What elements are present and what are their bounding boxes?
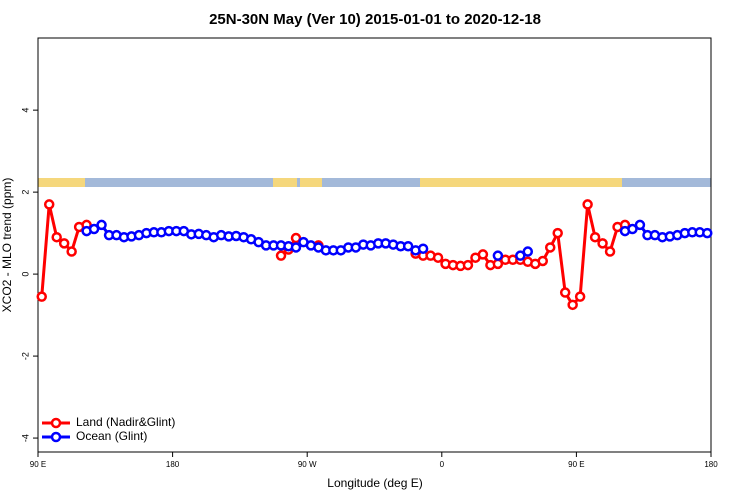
data-point xyxy=(43,199,55,210)
data-point xyxy=(515,250,526,261)
x-tick-label: 0 xyxy=(440,460,445,469)
data-point xyxy=(88,223,100,235)
legend-label: Ocean (Glint) xyxy=(76,429,147,443)
data-point xyxy=(522,246,534,257)
land-strip xyxy=(420,178,622,187)
data-point xyxy=(66,246,77,257)
x-axis-label: Longitude (deg E) xyxy=(327,476,422,490)
data-point xyxy=(51,231,62,243)
y-tick-label: -2 xyxy=(20,352,30,360)
series-line xyxy=(40,204,88,297)
data-point xyxy=(477,249,489,260)
data-point xyxy=(537,255,548,267)
data-point xyxy=(634,219,646,231)
data-point xyxy=(492,250,504,261)
legend-marker xyxy=(50,417,62,429)
data-point xyxy=(589,231,601,243)
plot-frame xyxy=(37,37,712,453)
data-point xyxy=(96,219,107,231)
data-point xyxy=(275,250,287,261)
data-point xyxy=(544,242,556,253)
data-point xyxy=(402,240,414,252)
legend-label: Land (Nadir&Glint) xyxy=(76,415,175,429)
y-tick-label: 4 xyxy=(20,108,30,113)
y-tick-label: 0 xyxy=(20,272,30,277)
data-point xyxy=(559,287,571,298)
y-tick-label: -4 xyxy=(20,434,30,442)
land-strip xyxy=(38,178,85,187)
land-strip xyxy=(300,178,322,187)
chart-title: 25N-30N May (Ver 10) 2015-01-01 to 2020-… xyxy=(209,11,541,28)
data-point xyxy=(552,227,563,239)
data-point xyxy=(604,246,616,257)
data-point xyxy=(290,232,302,244)
x-tick-label: 90 E xyxy=(568,460,584,469)
data-point xyxy=(417,243,429,254)
data-point xyxy=(36,291,47,302)
data-point xyxy=(574,291,586,302)
x-tick-label: 90 E xyxy=(30,460,46,469)
y-tick-label: 2 xyxy=(20,190,30,195)
data-point xyxy=(627,223,638,235)
data-point xyxy=(462,259,474,271)
ocean-strip xyxy=(38,178,711,187)
x-tick-label: 90 W xyxy=(298,460,317,469)
data-point xyxy=(582,199,593,210)
data-point xyxy=(432,252,444,263)
x-tick-label: 180 xyxy=(166,460,180,469)
data-point xyxy=(58,238,70,249)
land-strip xyxy=(273,178,297,187)
legend-marker xyxy=(50,431,62,443)
data-point xyxy=(567,299,578,311)
land-ocean-strip xyxy=(38,178,711,187)
data-point xyxy=(290,242,302,253)
y-axis-label: XCO2 - MLO trend (ppm) xyxy=(0,178,14,313)
x-tick-label: 180 xyxy=(704,460,718,469)
data-point xyxy=(702,227,713,239)
data-point xyxy=(597,238,608,249)
